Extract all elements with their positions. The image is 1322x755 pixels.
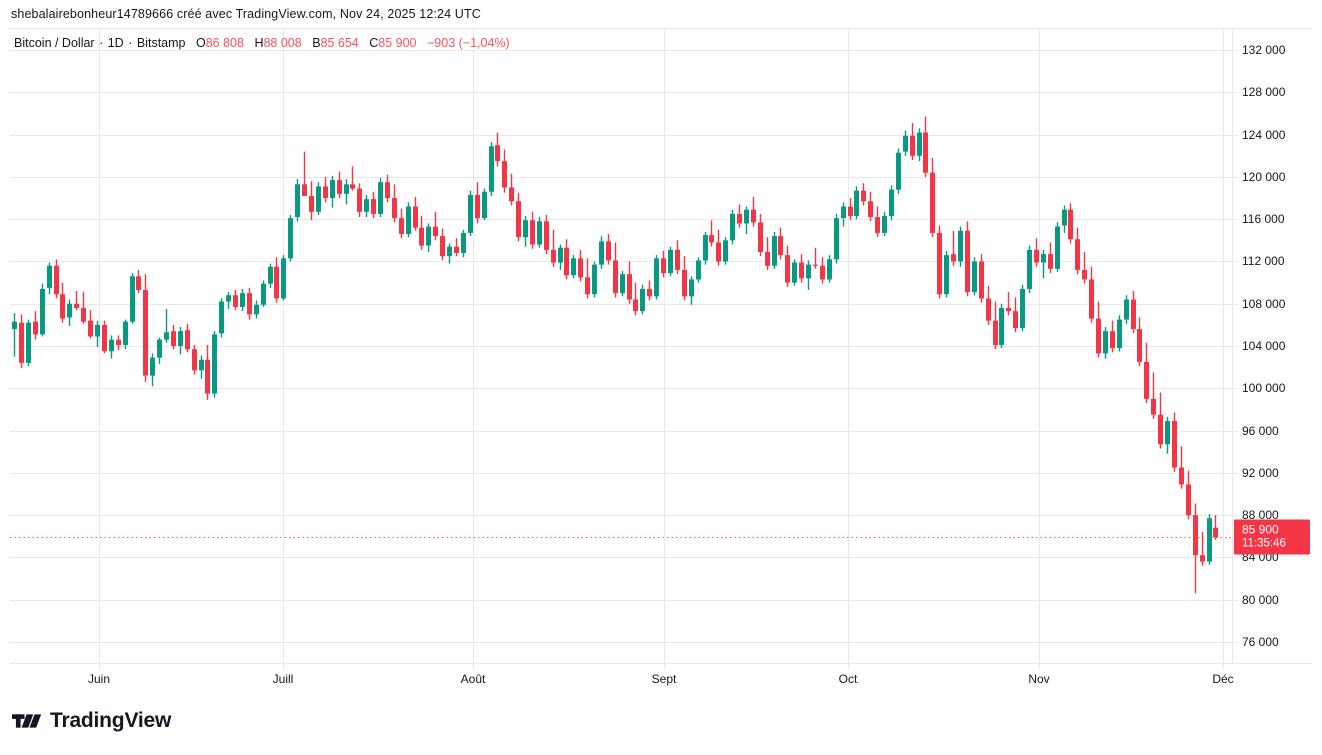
legend-low: B85 654: [312, 36, 359, 50]
chart-frame: Bitcoin / Dollar · 1D · Bitstamp O86 808…: [10, 28, 1312, 690]
price-axis[interactable]: 85 900 11:35:46 132 000 128 000 124 000 120…: [1232, 29, 1312, 663]
time-tick-mark: [99, 664, 100, 669]
chart-plot-area[interactable]: [10, 29, 1232, 663]
tradingview-brand-text: TradingView: [50, 709, 172, 732]
price-tick-mark: [1233, 92, 1238, 94]
time-tick-mark: [848, 664, 849, 669]
legend-open-key: O: [195, 36, 206, 50]
price-tick-label: 92 000: [1242, 465, 1279, 480]
time-tick-mark: [664, 664, 665, 669]
time-tick-mark: [283, 664, 284, 669]
price-tick-label: 132 000: [1242, 43, 1286, 58]
time-tick-label: Déc: [1212, 672, 1234, 686]
price-tick-label: 96 000: [1242, 423, 1279, 438]
price-tick-mark: [1233, 303, 1238, 305]
time-tick-label: Juill: [272, 672, 294, 686]
time-tick-mark: [1039, 664, 1040, 669]
time-tick-label: Nov: [1028, 672, 1050, 686]
legend-open-value: 86 808: [205, 36, 244, 50]
price-tick-label: 100 000: [1242, 381, 1286, 396]
price-tick-mark: [1233, 515, 1238, 517]
legend-close-key: C: [369, 36, 379, 50]
tradingview-logo-icon: [12, 713, 42, 728]
legend-close-value: 85 900: [378, 36, 417, 50]
legend-close: C85 900: [369, 36, 416, 50]
price-tick-mark: [1233, 219, 1238, 221]
time-axis[interactable]: Juin Juill Août Sept Oct Nov Déc: [10, 663, 1312, 691]
legend-high-key: H: [254, 36, 264, 50]
current-price-time: 11:35:46: [1242, 537, 1286, 550]
time-tick-label: Juin: [87, 672, 111, 686]
time-tick-label: Oct: [838, 672, 858, 686]
price-tick-label: 76 000: [1242, 634, 1279, 649]
candlestick-svg: [10, 29, 1232, 663]
legend-high-value: 88 008: [263, 36, 302, 50]
tradingview-brand: TradingView: [12, 710, 171, 731]
symbol-legend: Bitcoin / Dollar · 1D · Bitstamp O86 808…: [14, 35, 510, 51]
legend-open: O86 808: [196, 36, 244, 50]
time-tick-label: Sept: [651, 672, 677, 686]
price-tick-label: 120 000: [1242, 169, 1286, 184]
price-tick-mark: [1233, 134, 1238, 136]
price-tick-mark: [1233, 261, 1238, 263]
price-tick-label: 124 000: [1242, 127, 1286, 142]
price-tick-label: 104 000: [1242, 339, 1286, 353]
price-tick-label: 116 000: [1242, 212, 1285, 227]
price-tick-mark: [1233, 641, 1238, 643]
price-tick-mark: [1233, 557, 1238, 559]
price-tick-mark: [1233, 430, 1238, 432]
legend-low-key: B: [312, 36, 321, 50]
price-tick-mark: [1233, 599, 1238, 601]
price-tick-mark: [1233, 388, 1238, 390]
legend-low-value: 85 654: [320, 36, 359, 50]
current-price-badge: 85 900 11:35:46: [1234, 519, 1310, 555]
price-tick-label: 88 000: [1242, 508, 1279, 523]
price-tick-label: 112 000: [1242, 254, 1285, 269]
price-tick-label: 108 000: [1242, 296, 1286, 311]
legend-symbol[interactable]: Bitcoin / Dollar: [14, 36, 95, 50]
current-price-value: 85 900: [1242, 522, 1279, 537]
legend-high: H88 008: [254, 36, 301, 50]
price-tick-mark: [1233, 346, 1238, 347]
legend-change: −903 (−1,04%): [427, 36, 510, 50]
legend-exchange[interactable]: Bitstamp: [136, 36, 186, 50]
attribution-text: shebalairebonheur14789666 créé avec Trad…: [11, 7, 481, 21]
time-tick-mark: [473, 664, 474, 669]
price-tick-mark: [1233, 50, 1238, 52]
legend-separator-2: ·: [128, 36, 133, 50]
price-tick-label: 80 000: [1242, 592, 1279, 607]
time-tick-label: Août: [460, 672, 486, 686]
price-tick-label: 128 000: [1242, 85, 1286, 100]
price-tick-mark: [1233, 472, 1238, 474]
legend-interval[interactable]: 1D: [107, 36, 124, 50]
price-tick-mark: [1233, 176, 1238, 178]
legend-separator-1: ·: [99, 36, 104, 50]
time-tick-mark: [1223, 664, 1224, 669]
